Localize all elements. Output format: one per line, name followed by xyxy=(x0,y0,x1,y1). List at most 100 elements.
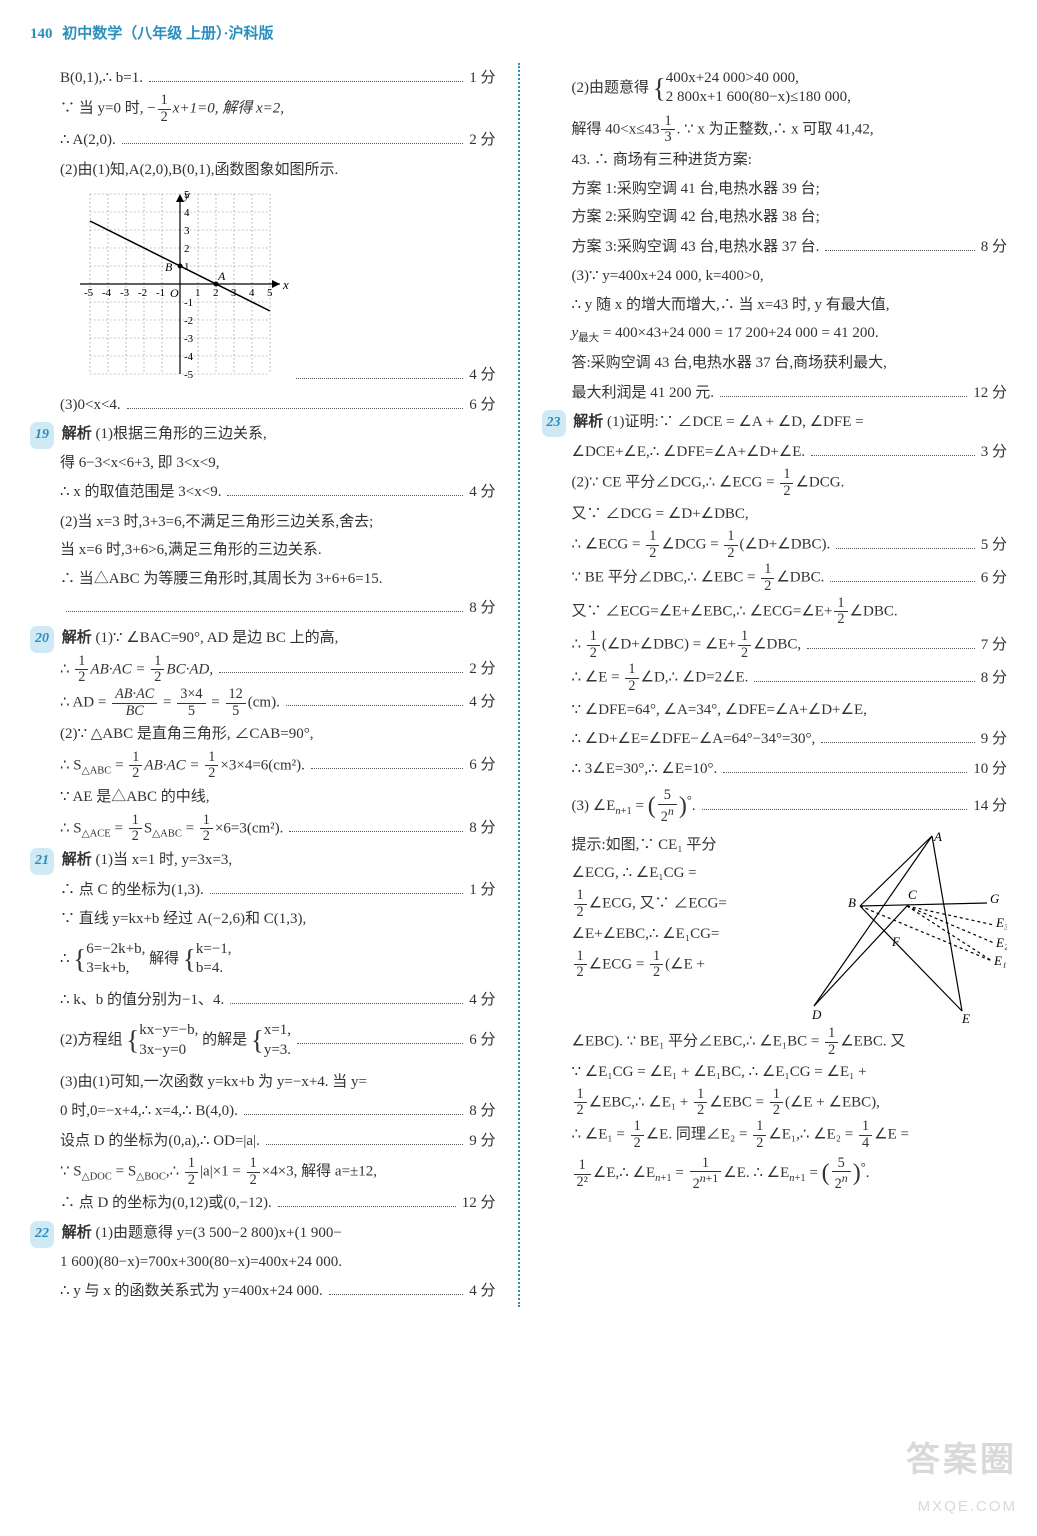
svg-text:-4: -4 xyxy=(184,351,194,363)
label: 解析 xyxy=(62,426,92,442)
score: 6 分 xyxy=(469,1026,495,1055)
page-title: 初中数学（八年级 上册）·沪科版 xyxy=(62,26,273,42)
svg-text:x: x xyxy=(282,277,289,292)
score: 6 分 xyxy=(469,391,495,420)
q19: 19 解析 (1)根据三角形的三边关系, xyxy=(30,420,496,449)
text: ∴ ∠D+∠E=∠DFE−∠A=64°−34°=30°, xyxy=(572,725,816,754)
q23: 23 解析 (1)证明:∵ ∠DCE = ∠A + ∠D, ∠DFE = xyxy=(542,408,1008,437)
text: (2)由题意得 {400x+24 000>40 000,2 800x+1 600… xyxy=(542,63,1008,114)
score: 5 分 xyxy=(981,531,1007,560)
text: ∴ ∠E₁ = 12∠E. 同理∠E₂ = 12∠E₁,∴ ∠E₂ = 14∠E… xyxy=(542,1119,1008,1151)
svg-text:-5: -5 xyxy=(84,287,94,299)
score: 14 分 xyxy=(973,792,1007,821)
svg-text:4: 4 xyxy=(249,287,255,299)
text: ∴ ∠E = 12∠D,∴ ∠D=2∠E. xyxy=(572,662,749,694)
svg-text:A: A xyxy=(217,269,226,283)
text: (1)根据三角形的三边关系, xyxy=(96,426,267,442)
text: ∴ 当△ABC 为等腰三角形时,其周长为 3+6+6=15. xyxy=(30,565,496,594)
question-number: 21 xyxy=(30,848,54,875)
score: 4 分 xyxy=(469,361,495,390)
svg-text:2: 2 xyxy=(213,287,219,299)
svg-text:5: 5 xyxy=(184,189,190,201)
svg-text:E₂: E₂ xyxy=(995,935,1007,950)
score: 12 分 xyxy=(462,1189,496,1218)
text: ∴ 12AB·AC = 12BC·AD, xyxy=(60,654,213,686)
text: ∴ ∠ECG = 12∠DCG = 12(∠D+∠DBC). xyxy=(572,529,831,561)
score: 6 分 xyxy=(981,564,1007,593)
page-header: 140 初中数学（八年级 上册）·沪科版 xyxy=(30,20,1007,49)
text: (2)由(1)知,A(2,0),B(0,1),函数图象如图所示. xyxy=(30,156,496,185)
label: 解析 xyxy=(573,414,603,430)
watermark: 答案圈 MXQE.COM xyxy=(906,1428,1017,1521)
watermark-en: MXQE.COM xyxy=(906,1493,1017,1522)
score: 2 分 xyxy=(469,655,495,684)
svg-text:-1: -1 xyxy=(184,297,193,309)
text: ∠DCE+∠E,∴ ∠DFE=∠A+∠D+∠E. xyxy=(572,438,806,467)
text: 12∠EBC,∴ ∠E₁ + 12∠EBC = 12(∠E + ∠EBC), xyxy=(542,1087,1008,1119)
text: 1 600)(80−x)=700x+300(80−x)=400x+24 000. xyxy=(30,1248,496,1277)
text: 设点 D 的坐标为(0,a),∴ OD=|a|. xyxy=(60,1127,260,1156)
text: ∠EBC). ∵ BE₁ 平分∠EBC,∴ ∠E₁BC = 12∠EBC. 又 xyxy=(542,1026,1008,1058)
label: 解析 xyxy=(62,1225,92,1241)
right-column: (2)由题意得 {400x+24 000>40 000,2 800x+1 600… xyxy=(542,63,1008,1307)
text: (2)方程组 {kx−y=−b,3x−y=0 的解是 {x=1,y=3. xyxy=(60,1015,291,1066)
text: (1)证明:∵ ∠DCE = ∠A + ∠D, ∠DFE = xyxy=(607,414,864,430)
column-divider xyxy=(518,63,520,1307)
text: (3)0<x<4. xyxy=(60,391,121,420)
watermark-cn: 答案圈 xyxy=(906,1428,1017,1493)
text: (3)∵ y=400x+24 000, k=400>0, xyxy=(542,262,1008,291)
text: ∴ 12(∠D+∠DBC) = ∠E+12∠DBC, xyxy=(572,629,802,661)
text: ∵ ∠E₁CG = ∠E₁ + ∠E₁BC, ∴ ∠E₁CG = ∠E₁ + xyxy=(542,1058,1008,1087)
score: 8 分 xyxy=(469,594,495,623)
text: ∴ S△ABC = 12AB·AC = 12×3×4=6(cm²). xyxy=(60,750,305,782)
text: ∴ y 与 x 的函数关系式为 y=400x+24 000. xyxy=(60,1277,323,1306)
text: ∴ 点 C 的坐标为(1,3). xyxy=(60,876,204,905)
left-column: B(0,1),∴ b=1.1 分 ∵ 当 y=0 时, −12x+1=0, 解得… xyxy=(30,63,496,1307)
svg-text:3: 3 xyxy=(231,287,237,299)
svg-text:-2: -2 xyxy=(184,315,193,327)
svg-text:1: 1 xyxy=(184,261,190,273)
svg-text:B: B xyxy=(848,895,856,910)
svg-text:4: 4 xyxy=(184,207,190,219)
text: ∴ y 随 x 的增大而增大,∴ 当 x=43 时, y 有最大值, xyxy=(542,291,1008,320)
score: 4 分 xyxy=(469,688,495,717)
svg-text:E₃: E₃ xyxy=(995,915,1007,930)
score: 8 分 xyxy=(981,664,1007,693)
svg-text:2: 2 xyxy=(184,243,190,255)
score: 1 分 xyxy=(469,64,495,93)
text: (2)当 x=3 时,3+3=6,不满足三角形三边关系,舍去; xyxy=(30,508,496,537)
text: ∵ ∠DFE=64°, ∠A=34°, ∠DFE=∠A+∠D+∠E, xyxy=(542,696,1008,725)
svg-text:-3: -3 xyxy=(120,287,130,299)
score: 8 分 xyxy=(469,814,495,843)
text: 得 6−3<x<6+3, 即 3<x<9, xyxy=(30,449,496,478)
text: (3) ∠En+1 = (52n)°. xyxy=(572,784,696,830)
text: 方案 2:采购空调 42 台,电热水器 38 台; xyxy=(542,203,1008,232)
svg-text:-2: -2 xyxy=(138,287,147,299)
svg-text:-1: -1 xyxy=(156,287,165,299)
score: 2 分 xyxy=(469,126,495,155)
text: 又∵ ∠ECG=∠E+∠EBC,∴ ∠ECG=∠E+12∠DBC. xyxy=(542,596,1008,628)
text: (1)由题意得 y=(3 500−2 800)x+(1 900− xyxy=(96,1225,342,1241)
svg-text:-3: -3 xyxy=(184,333,194,345)
q21: 21 解析 (1)当 x=1 时, y=3x=3, xyxy=(30,846,496,875)
question-number: 20 xyxy=(30,626,54,653)
score: 7 分 xyxy=(981,631,1007,660)
question-number: 23 xyxy=(542,410,566,437)
svg-text:D: D xyxy=(812,1007,822,1022)
text: ∴ x 的取值范围是 3<x<9. xyxy=(60,478,221,507)
text: 当 x=6 时,3+6>6,满足三角形的三边关系. xyxy=(30,536,496,565)
svg-text:B: B xyxy=(165,260,173,274)
label: 解析 xyxy=(62,852,92,868)
text: 方案 3:采购空调 43 台,电热水器 37 台. xyxy=(572,233,820,262)
text: ∵ S△DOC = S△BOC,∴ 12|a|×1 = 12×4×3, 解得 a… xyxy=(30,1156,496,1188)
text: ∴ A(2,0). xyxy=(60,126,116,155)
text: 0 时,0=−x+4,∴ x=4,∴ B(4,0). xyxy=(60,1097,238,1126)
text: ∵ BE 平分∠DBC,∴ ∠EBC = 12∠DBC. xyxy=(572,562,825,594)
text: (1)当 x=1 时, y=3x=3, xyxy=(96,852,233,868)
score: 3 分 xyxy=(981,438,1007,467)
text: ∵ 直线 y=kx+b 经过 A(−2,6)和 C(1,3), xyxy=(30,905,496,934)
text: 方案 1:采购空调 41 台,电热水器 39 台; xyxy=(542,175,1008,204)
page-number: 140 xyxy=(30,26,53,42)
svg-text:E: E xyxy=(961,1011,970,1026)
text: 12²∠E,∴ ∠En+1 = 12n+1∠E. ∴ ∠En+1 = (52n)… xyxy=(542,1151,1008,1197)
